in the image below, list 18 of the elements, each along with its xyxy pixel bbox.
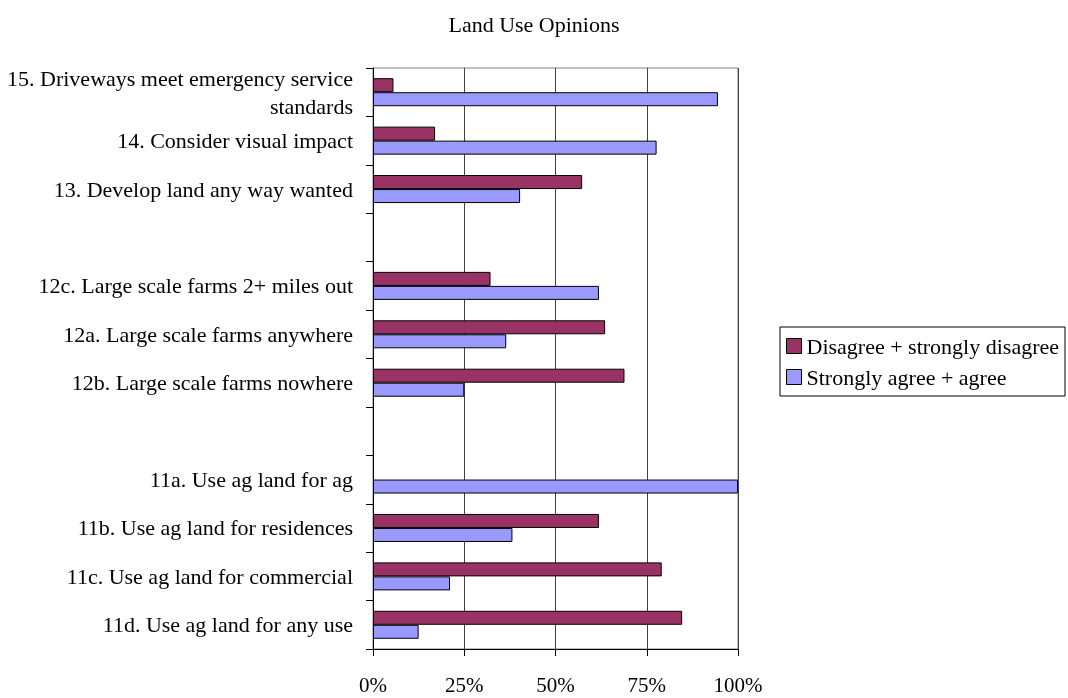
y-tick-label: 11b. Use ag land for residences (77, 515, 353, 541)
y-tick-label: 12b. Large scale farms nowhere (71, 370, 353, 396)
y-tick-label: 12a. Large scale farms anywhere (63, 321, 353, 347)
x-tick-label: 100% (713, 672, 763, 697)
x-tick-label: 25% (445, 672, 484, 697)
y-tick-label: 14. Consider visual impact (117, 128, 353, 154)
y-tick-label: 13. Develop land any way wanted (53, 176, 353, 202)
x-tick-label: 0% (359, 672, 387, 697)
legend-label: Strongly agree + agree (806, 364, 1007, 390)
y-tick-label: 11a. Use ag land for ag (149, 467, 353, 493)
legend-label: Disagree + strongly disagree (806, 333, 1059, 359)
x-tick-label: 75% (627, 672, 666, 697)
y-tick-label: 11d. Use ag land for any use (102, 612, 353, 638)
y-tick-label: 15. Driveways meet emergency service standards (7, 65, 353, 119)
y-tick-label: 12c. Large scale farms 2+ miles out (38, 273, 353, 299)
y-tick-label: 11c. Use ag land for commercial (66, 563, 353, 589)
x-tick-label: 50% (536, 672, 575, 697)
chart-title: Land Use Opinions (448, 11, 620, 37)
